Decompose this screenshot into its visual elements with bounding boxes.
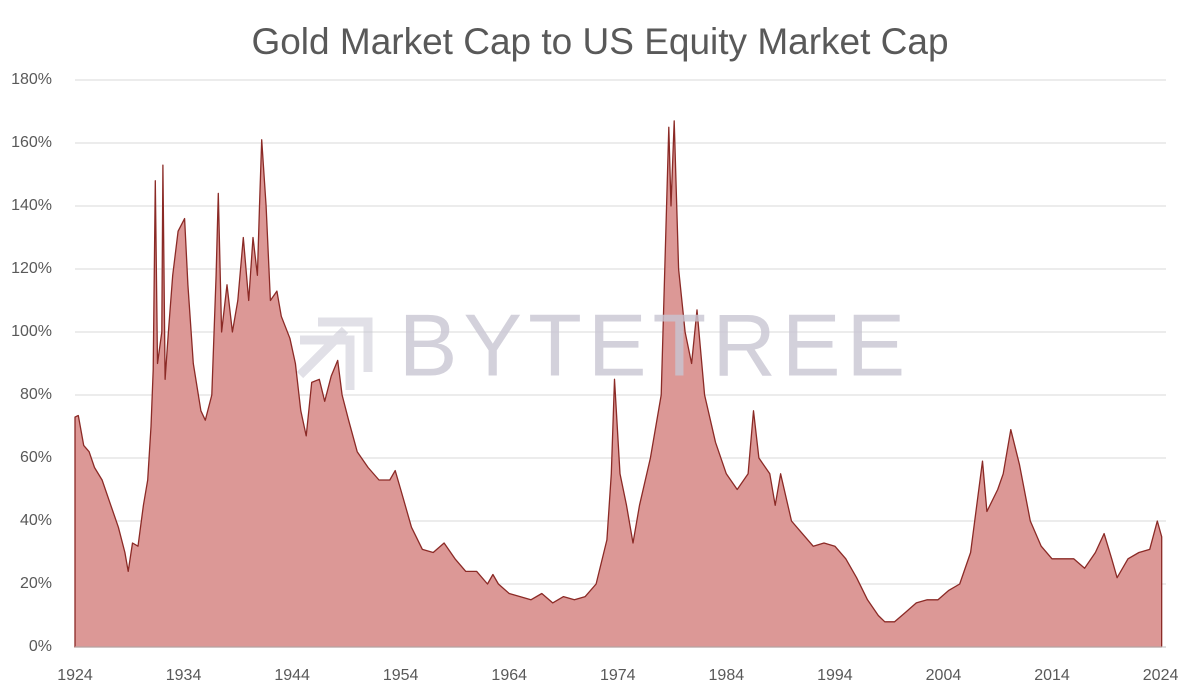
x-tick-label: 2024 xyxy=(1143,667,1179,684)
y-tick-label: 60% xyxy=(20,449,52,466)
x-tick-label: 1964 xyxy=(491,667,527,684)
x-tick-label: 2004 xyxy=(926,667,962,684)
x-tick-label: 1954 xyxy=(383,667,419,684)
y-tick-label: 120% xyxy=(11,260,52,277)
y-tick-label: 80% xyxy=(20,386,52,403)
watermark-icon xyxy=(296,317,373,390)
y-tick-label: 100% xyxy=(11,323,52,340)
watermark-logo xyxy=(296,317,373,390)
y-tick-label: 0% xyxy=(29,638,52,655)
y-tick-label: 180% xyxy=(11,71,52,88)
watermark: BYTETREE xyxy=(399,295,912,394)
x-tick-label: 1984 xyxy=(709,667,745,684)
y-tick-label: 160% xyxy=(11,134,52,151)
y-tick-label: 20% xyxy=(20,575,52,592)
x-tick-label: 1994 xyxy=(817,667,853,684)
x-tick-label: 2014 xyxy=(1034,667,1070,684)
x-tick-label: 1934 xyxy=(166,667,202,684)
x-tick-label: 1974 xyxy=(600,667,636,684)
area xyxy=(74,120,1163,648)
x-tick-label: 1924 xyxy=(57,667,93,684)
chart-title: Gold Market Cap to US Equity Market Cap xyxy=(251,21,948,62)
y-tick-label: 140% xyxy=(11,197,52,214)
y-tick-label: 40% xyxy=(20,512,52,529)
x-tick-label: 1944 xyxy=(274,667,310,684)
